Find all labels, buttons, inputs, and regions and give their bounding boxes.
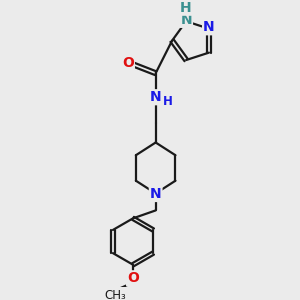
Text: H: H — [163, 95, 172, 108]
Text: O: O — [122, 56, 134, 70]
Text: CH₃: CH₃ — [105, 289, 126, 300]
Text: H: H — [180, 1, 191, 15]
Text: O: O — [127, 271, 139, 285]
Text: N: N — [150, 187, 161, 201]
Text: N: N — [180, 13, 192, 27]
Text: N: N — [203, 20, 215, 34]
Text: N: N — [149, 90, 161, 104]
